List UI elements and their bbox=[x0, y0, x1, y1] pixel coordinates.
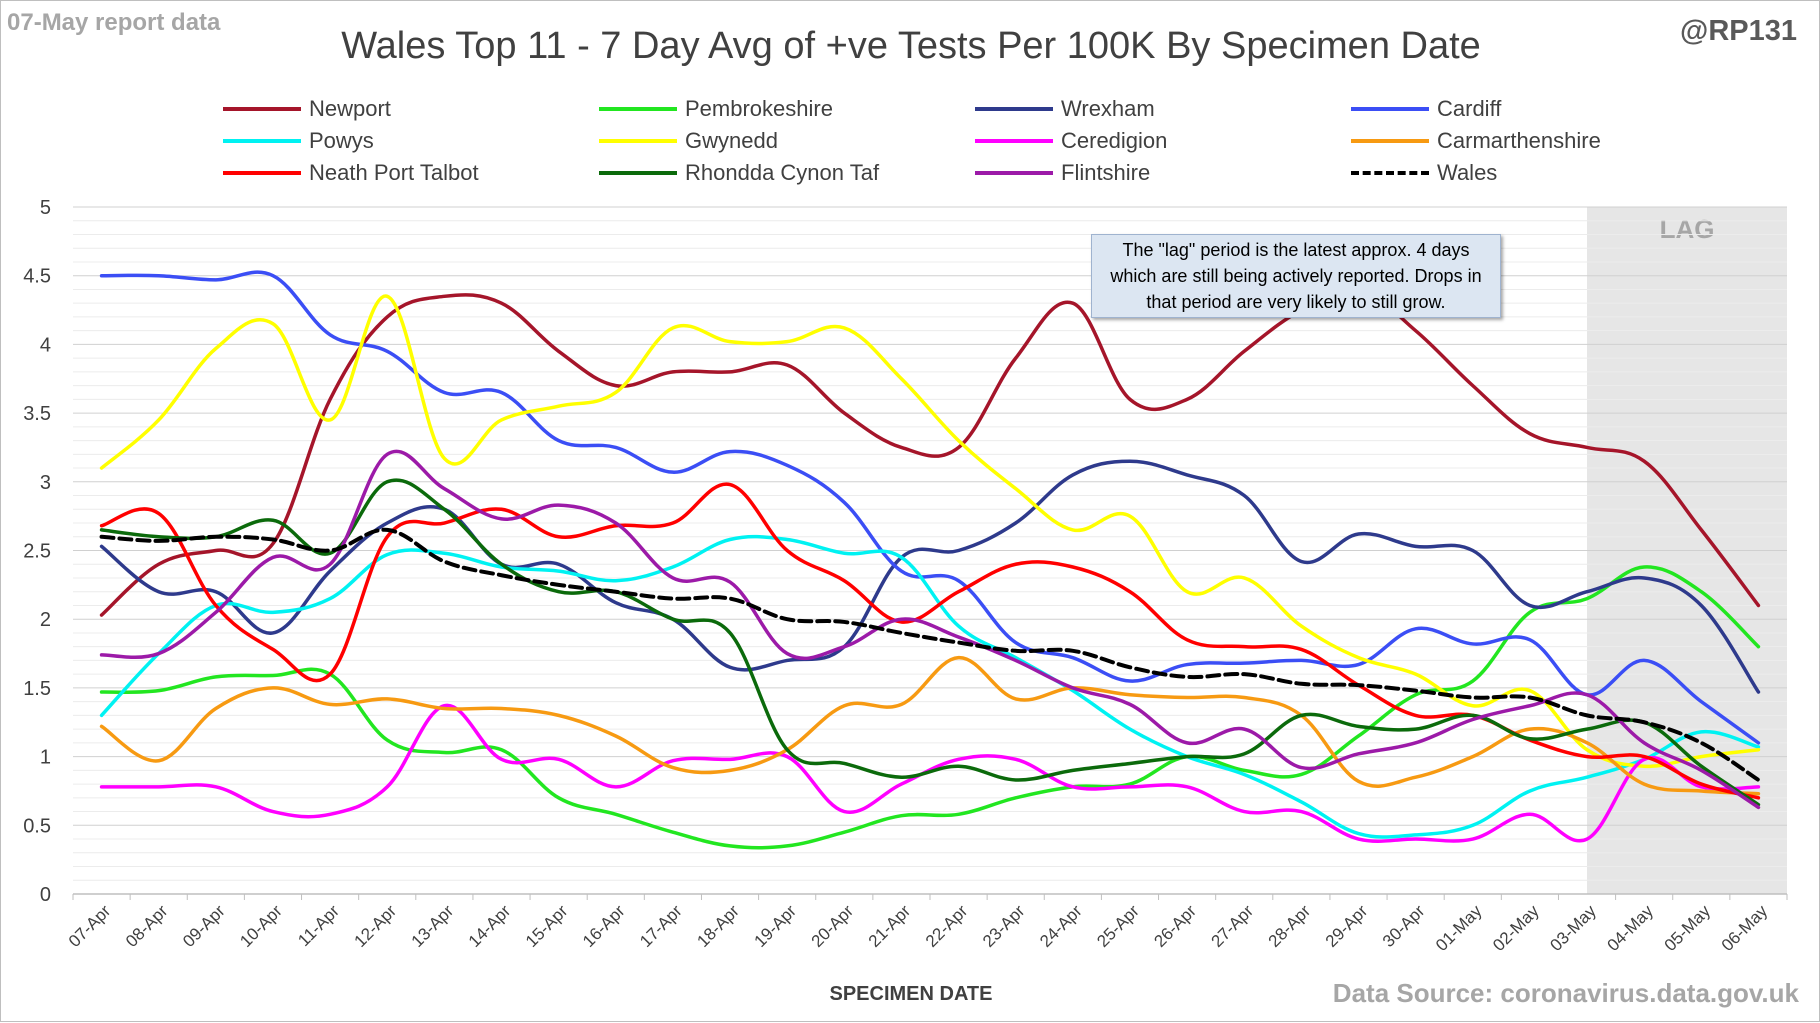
y-tick-label: 5 bbox=[40, 197, 51, 219]
report-date-note: 07-May report data bbox=[7, 9, 221, 36]
x-tick-label: 16-Apr bbox=[579, 901, 629, 951]
legend-item: Powys bbox=[223, 125, 374, 157]
legend-item: Wales bbox=[1351, 157, 1497, 189]
legend-swatch bbox=[975, 139, 1053, 143]
series-line-rhondda-cynon-taf bbox=[99, 478, 1761, 807]
x-tick-label: 21-Apr bbox=[865, 901, 915, 951]
x-tick-label: 10-Apr bbox=[236, 901, 286, 951]
legend-item: Neath Port Talbot bbox=[223, 157, 479, 189]
lag-label: LAG bbox=[1660, 214, 1715, 244]
legend-swatch bbox=[1351, 139, 1429, 143]
x-tick-label: 18-Apr bbox=[693, 901, 743, 951]
x-tick-label: 07-Apr bbox=[65, 901, 115, 951]
x-tick-label: 29-Apr bbox=[1322, 901, 1372, 951]
legend-item: Wrexham bbox=[975, 93, 1155, 125]
x-tick-label: 23-Apr bbox=[979, 901, 1029, 951]
legend-label: Ceredigion bbox=[1061, 128, 1168, 153]
chart-legend: Newport Pembrokeshire Wrexham Cardiff Powys G… bbox=[223, 93, 1623, 193]
x-tick-label: 02-May bbox=[1489, 901, 1543, 955]
series-line-carmarthenshire bbox=[99, 655, 1761, 796]
legend-item: Gwynedd bbox=[599, 125, 778, 157]
legend-label: Flintshire bbox=[1061, 160, 1151, 185]
y-tick-label: 3.5 bbox=[23, 403, 51, 425]
legend-label: Pembrokeshire bbox=[685, 96, 833, 121]
y-tick-label: 1.5 bbox=[23, 678, 51, 700]
y-tick-label: 0.5 bbox=[23, 815, 51, 837]
series-line-newport bbox=[99, 287, 1761, 617]
legend-item: Cardiff bbox=[1351, 93, 1501, 125]
x-tick-label: 11-Apr bbox=[294, 901, 343, 950]
legend-item: Ceredigion bbox=[975, 125, 1167, 157]
legend-swatch bbox=[599, 171, 677, 175]
x-tick-label: 19-Apr bbox=[750, 901, 800, 951]
lag-annotation: The "lag" period is the latest approx. 4… bbox=[1091, 234, 1501, 318]
x-tick-label: 20-Apr bbox=[808, 901, 858, 951]
legend-label: Newport bbox=[309, 96, 391, 121]
legend-swatch bbox=[1351, 171, 1429, 175]
legend-item: Pembrokeshire bbox=[599, 93, 833, 125]
x-tick-label: 14-Apr bbox=[465, 901, 515, 951]
series-line-pembrokeshire bbox=[99, 565, 1761, 850]
legend-swatch bbox=[599, 139, 677, 143]
y-tick-label: 1 bbox=[40, 747, 51, 769]
legend-item: Rhondda Cynon Taf bbox=[599, 157, 879, 189]
y-tick-label: 4.5 bbox=[23, 266, 51, 288]
legend-label: Neath Port Talbot bbox=[309, 160, 479, 185]
x-tick-label: 09-Apr bbox=[179, 901, 229, 951]
x-tick-label: 13-Apr bbox=[408, 901, 458, 951]
legend-swatch bbox=[223, 139, 301, 143]
legend-swatch bbox=[599, 107, 677, 111]
series-line-cardiff bbox=[99, 270, 1761, 745]
x-tick-label: 22-Apr bbox=[922, 901, 972, 951]
legend-item: Flintshire bbox=[975, 157, 1150, 189]
legend-label: Carmarthenshire bbox=[1437, 128, 1601, 153]
legend-item: Newport bbox=[223, 93, 391, 125]
legend-label: Cardiff bbox=[1437, 96, 1502, 121]
y-tick-label: 2 bbox=[40, 609, 51, 631]
x-tick-label: 26-Apr bbox=[1150, 901, 1200, 951]
y-tick-label: 3 bbox=[40, 472, 51, 494]
x-axis-label: SPECIMEN DATE bbox=[829, 983, 993, 1005]
x-tick-label: 15-Apr bbox=[522, 901, 572, 951]
x-tick-label: 27-Apr bbox=[1208, 901, 1258, 951]
series-line-gwynedd bbox=[99, 294, 1761, 769]
legend-swatch bbox=[975, 171, 1053, 175]
author-handle: @RP131 bbox=[1680, 15, 1797, 47]
x-tick-label: 04-May bbox=[1603, 901, 1657, 955]
legend-label: Powys bbox=[309, 128, 374, 153]
x-tick-label: 06-May bbox=[1718, 901, 1772, 955]
x-tick-label: 12-Apr bbox=[351, 901, 401, 951]
x-tick-label: 08-Apr bbox=[122, 901, 172, 951]
x-tick-label: 03-May bbox=[1546, 901, 1600, 955]
legend-label: Wrexham bbox=[1061, 96, 1155, 121]
chart-title: Wales Top 11 - 7 Day Avg of +ve Tests Pe… bbox=[341, 25, 1481, 67]
series-line-powys bbox=[99, 534, 1761, 839]
legend-swatch bbox=[223, 107, 301, 111]
series-line-flintshire bbox=[99, 449, 1761, 810]
y-tick-label: 0 bbox=[40, 884, 51, 906]
x-tick-label: 25-Apr bbox=[1093, 901, 1143, 951]
x-tick-label: 28-Apr bbox=[1265, 901, 1315, 951]
legend-swatch bbox=[1351, 107, 1429, 111]
y-tick-label: 4 bbox=[40, 334, 51, 356]
y-tick-label: 2.5 bbox=[23, 541, 51, 563]
x-tick-label: 01-May bbox=[1432, 901, 1486, 955]
legend-label: Rhondda Cynon Taf bbox=[685, 160, 880, 185]
series-line-wales bbox=[99, 527, 1761, 782]
legend-label: Gwynedd bbox=[685, 128, 778, 153]
legend-swatch bbox=[975, 107, 1053, 111]
x-tick-label: 24-Apr bbox=[1036, 901, 1086, 951]
legend-label: Wales bbox=[1437, 160, 1498, 185]
x-tick-label: 05-May bbox=[1661, 901, 1715, 955]
legend-item: Carmarthenshire bbox=[1351, 125, 1601, 157]
x-tick-label: 30-Apr bbox=[1379, 901, 1429, 951]
x-tick-label: 17-Apr bbox=[636, 901, 686, 951]
legend-swatch bbox=[223, 171, 301, 175]
data-source-note: Data Source: coronavirus.data.gov.uk bbox=[1332, 978, 1799, 1008]
